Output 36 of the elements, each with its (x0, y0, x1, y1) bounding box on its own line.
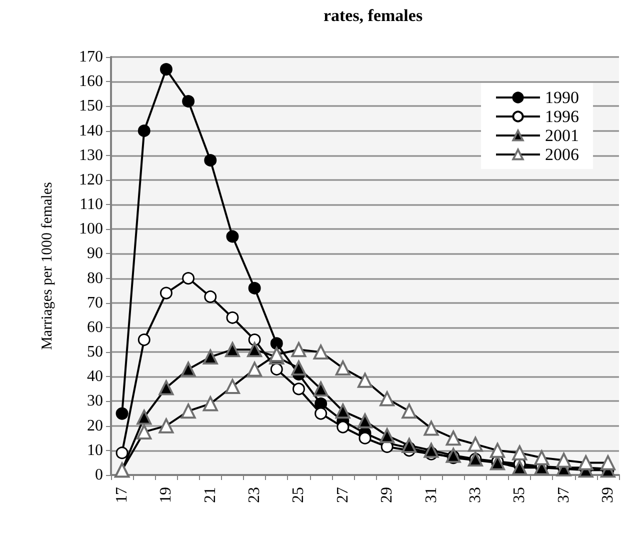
y-tick-label: 140 (79, 122, 103, 140)
x-tick-label: 29 (378, 487, 396, 503)
y-tick-label: 110 (80, 196, 103, 214)
y-tick-label: 130 (79, 146, 103, 164)
y-tick-label: 160 (79, 73, 103, 90)
y-tick-label: 50 (87, 344, 103, 361)
legend-label: 2001 (545, 126, 579, 145)
y-tick-label: 80 (87, 270, 103, 287)
y-tick-label: 10 (87, 442, 103, 459)
y-axis-title: Marriages per 1000 females (40, 182, 56, 350)
y-tick-label: 30 (87, 392, 103, 410)
x-tick-label: 19 (158, 487, 175, 503)
y-tick-label: 60 (87, 318, 103, 336)
x-tick-label: 23 (246, 487, 264, 503)
x-tick-label: 33 (466, 487, 484, 503)
x-tick-label: 21 (202, 487, 219, 503)
y-tick-label: 70 (87, 294, 103, 312)
x-tick-label: 37 (555, 487, 572, 503)
x-tick-label: 17 (114, 487, 131, 503)
legend-label: 1996 (545, 107, 579, 126)
x-tick-label: 25 (290, 487, 308, 503)
y-tick-label: 40 (87, 368, 103, 386)
legend-label: 1990 (545, 88, 579, 107)
y-tick-label: 120 (79, 171, 103, 188)
y-tick-label: 90 (87, 245, 103, 262)
y-tick-label: 100 (79, 220, 103, 238)
x-tick-label: 27 (334, 487, 352, 503)
y-tick-label: 20 (87, 417, 103, 434)
x-tick-label: 35 (511, 487, 528, 503)
y-tick-label: 150 (79, 98, 103, 115)
y-tick-label: 170 (79, 48, 103, 66)
chart-title: rates, females (323, 6, 423, 25)
legend-label: 2006 (545, 145, 579, 164)
x-tick-label: 31 (422, 487, 440, 503)
y-tick-label: 0 (95, 466, 103, 484)
x-tick-label: 39 (599, 487, 616, 503)
